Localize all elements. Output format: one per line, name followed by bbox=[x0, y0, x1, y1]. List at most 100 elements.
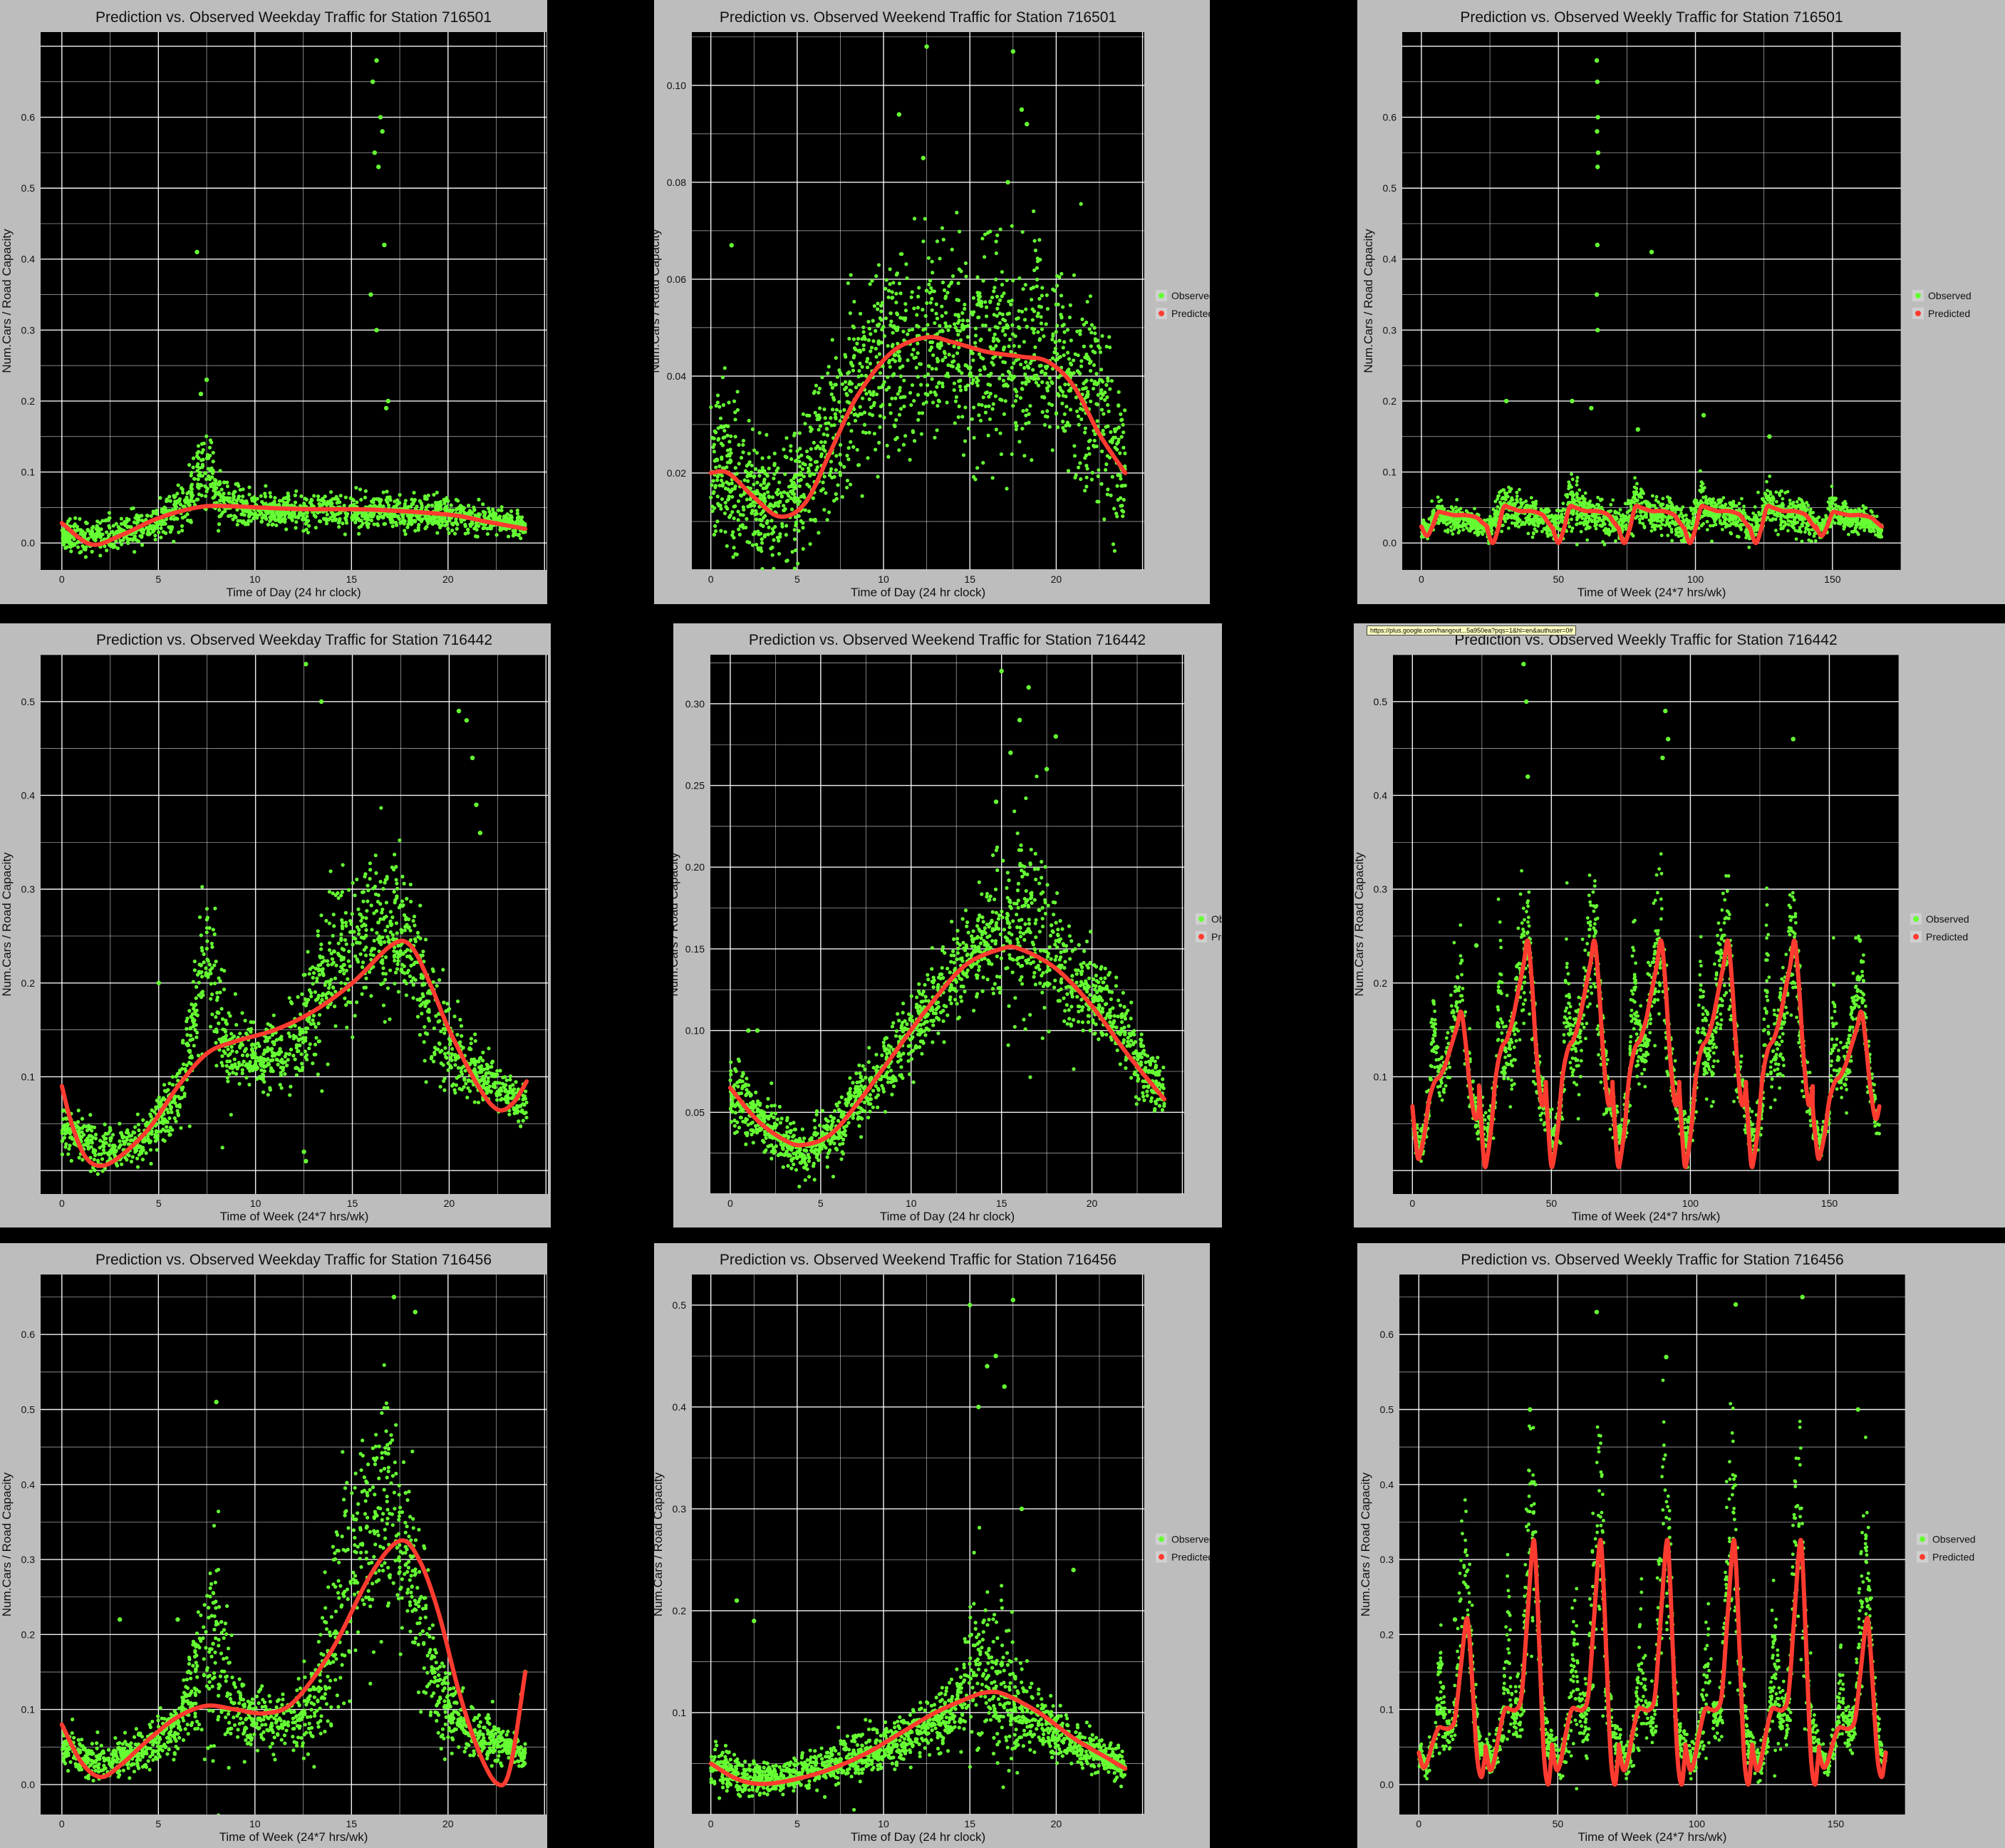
observed-point bbox=[82, 547, 86, 551]
observed-point bbox=[1609, 509, 1613, 513]
observed-point bbox=[290, 518, 294, 522]
observed-point bbox=[1099, 482, 1104, 486]
observed-point bbox=[996, 302, 1000, 306]
observed-point bbox=[980, 403, 984, 408]
observed-point bbox=[1516, 521, 1519, 526]
observed-point bbox=[1639, 514, 1643, 518]
observed-point bbox=[735, 472, 740, 476]
observed-point bbox=[374, 58, 379, 63]
observed-point bbox=[874, 328, 878, 333]
observed-point bbox=[383, 405, 389, 411]
observed-point bbox=[748, 473, 753, 478]
observed-point bbox=[331, 497, 335, 501]
observed-point bbox=[861, 330, 866, 334]
observed-point bbox=[130, 507, 134, 511]
observed-point bbox=[772, 451, 777, 456]
observed-point bbox=[1045, 380, 1050, 385]
observed-point bbox=[1074, 409, 1079, 413]
observed-point bbox=[827, 421, 831, 425]
predicted-line bbox=[59, 504, 528, 547]
observed-point bbox=[1032, 373, 1037, 378]
observed-point bbox=[1120, 504, 1124, 508]
observed-point bbox=[89, 529, 93, 534]
observed-point bbox=[923, 313, 928, 318]
observed-point bbox=[1077, 422, 1081, 427]
observed-point bbox=[1112, 435, 1116, 440]
observed-point bbox=[730, 494, 735, 499]
observed-point bbox=[1077, 465, 1081, 469]
observed-point bbox=[301, 529, 306, 533]
observed-point bbox=[848, 388, 852, 393]
observed-point bbox=[1108, 387, 1112, 391]
observed-point bbox=[1857, 522, 1861, 526]
observed-point bbox=[861, 348, 866, 352]
observed-point bbox=[979, 299, 983, 303]
observed-point bbox=[946, 363, 950, 368]
observed-point bbox=[908, 457, 912, 462]
observed-point bbox=[294, 520, 299, 524]
observed-point bbox=[813, 460, 818, 464]
observed-point bbox=[250, 512, 254, 516]
observed-point bbox=[975, 380, 979, 385]
observed-point bbox=[725, 480, 729, 484]
observed-point bbox=[1024, 422, 1028, 426]
observed-point bbox=[813, 410, 817, 415]
observed-point bbox=[1779, 517, 1783, 521]
observed-point bbox=[1830, 519, 1835, 523]
observed-point bbox=[938, 256, 942, 261]
observed-point bbox=[925, 289, 929, 293]
observed-point bbox=[835, 375, 839, 379]
observed-point bbox=[449, 503, 453, 507]
observed-point bbox=[1062, 412, 1067, 416]
observed-point bbox=[933, 393, 938, 397]
observed-point bbox=[371, 514, 375, 519]
observed-point bbox=[1115, 514, 1119, 519]
observed-point bbox=[929, 286, 933, 290]
observed-point bbox=[198, 391, 204, 397]
observed-point bbox=[782, 447, 786, 452]
observed-point bbox=[247, 510, 252, 514]
observed-point bbox=[881, 325, 886, 329]
observed-point bbox=[1035, 259, 1040, 264]
observed-point bbox=[416, 526, 420, 530]
observed-point bbox=[1669, 504, 1674, 508]
observed-point bbox=[891, 331, 895, 335]
observed-point bbox=[190, 493, 195, 497]
observed-point bbox=[968, 365, 973, 370]
data-layer bbox=[1419, 58, 1885, 549]
observed-point bbox=[1649, 514, 1653, 518]
observed-point bbox=[902, 404, 906, 409]
observed-point bbox=[442, 501, 447, 505]
observed-point bbox=[949, 281, 953, 286]
observed-point bbox=[1000, 294, 1004, 299]
observed-point bbox=[1650, 504, 1654, 507]
observed-point bbox=[797, 514, 801, 518]
observed-point bbox=[1078, 371, 1082, 376]
observed-point bbox=[938, 323, 942, 328]
observed-point bbox=[939, 343, 943, 348]
observed-point bbox=[1659, 534, 1664, 537]
observed-point bbox=[1047, 376, 1052, 380]
observed-point bbox=[923, 374, 927, 378]
observed-point bbox=[485, 531, 490, 536]
observed-point bbox=[735, 408, 740, 412]
observed-point bbox=[115, 546, 120, 551]
observed-point bbox=[153, 537, 157, 542]
observed-point bbox=[798, 447, 802, 451]
observed-point bbox=[757, 430, 762, 435]
observed-point bbox=[1615, 516, 1619, 521]
observed-point bbox=[1013, 388, 1017, 392]
observed-point bbox=[358, 487, 363, 492]
observed-point bbox=[169, 525, 173, 529]
observed-point bbox=[519, 536, 523, 541]
observed-point bbox=[876, 474, 880, 479]
observed-point bbox=[817, 531, 821, 535]
observed-point bbox=[201, 464, 205, 468]
observed-point bbox=[1518, 497, 1523, 502]
observed-point bbox=[192, 477, 197, 481]
observed-point bbox=[1045, 293, 1049, 297]
observed-point bbox=[995, 313, 999, 318]
observed-point bbox=[896, 112, 902, 117]
observed-point bbox=[1113, 445, 1117, 450]
observed-point bbox=[398, 520, 403, 524]
